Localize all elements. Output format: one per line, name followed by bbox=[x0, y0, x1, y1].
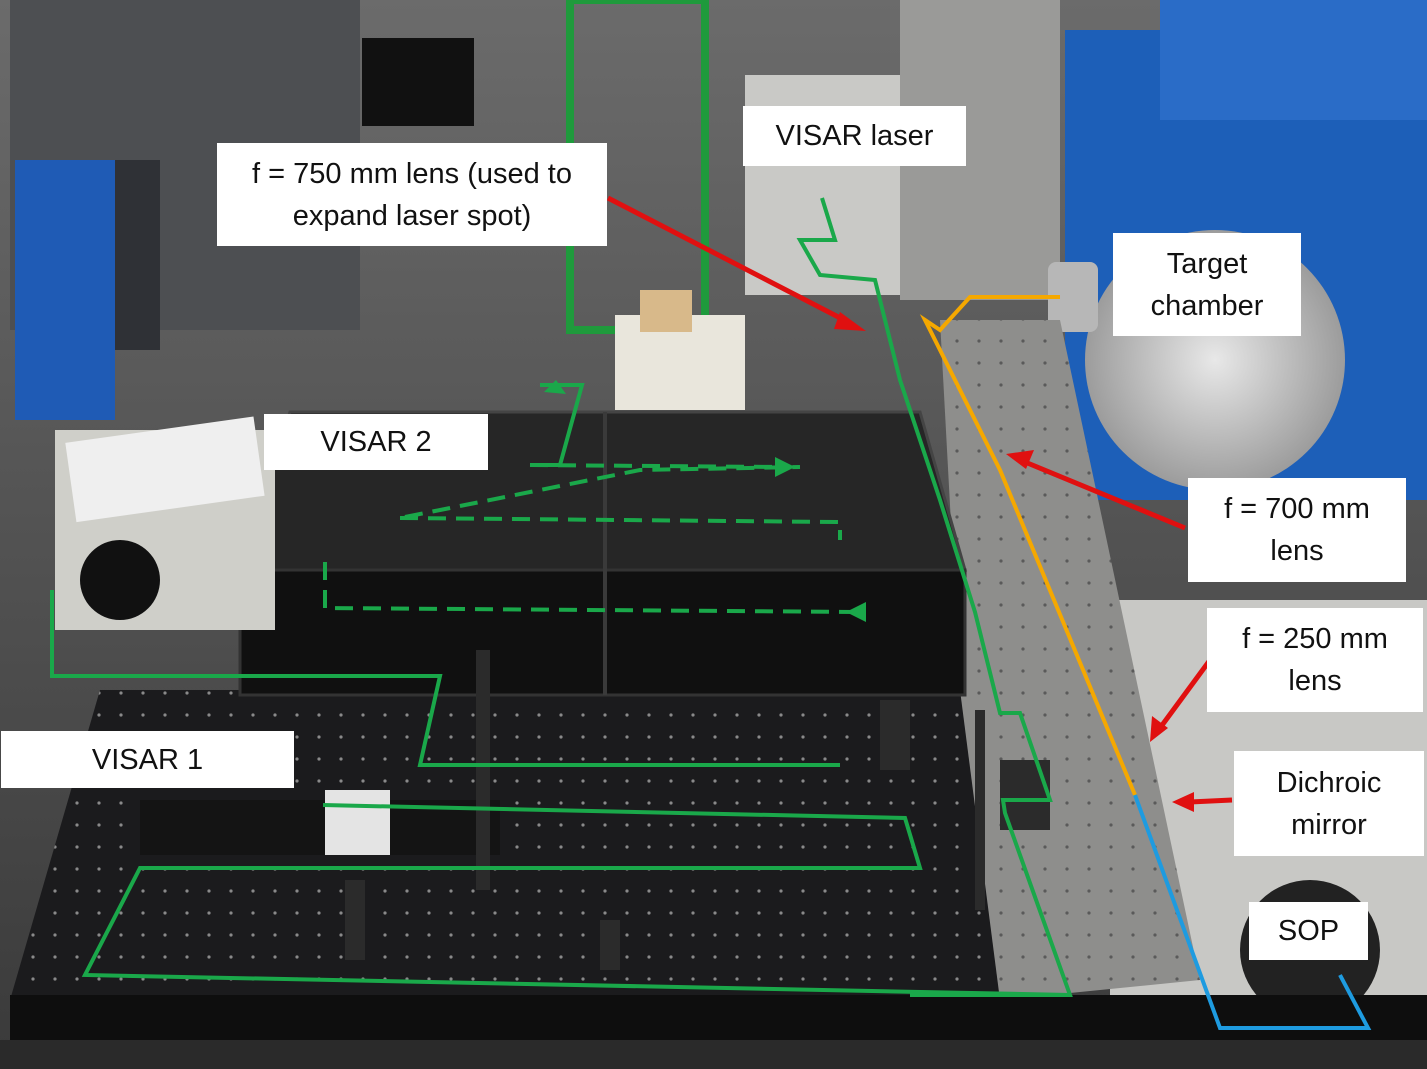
label-700mm-lens: f = 700 mm lens bbox=[1188, 478, 1406, 582]
label-750mm-lens: f = 750 mm lens (used to expand laser sp… bbox=[217, 143, 607, 246]
table-edge bbox=[10, 995, 1427, 1040]
label-dichroic-mirror: Dichroic mirror bbox=[1234, 751, 1424, 856]
green-arrows bbox=[544, 380, 866, 622]
label-sop: SOP bbox=[1249, 902, 1368, 960]
red-arrows bbox=[606, 195, 1233, 812]
label-visar-laser: VISAR laser bbox=[743, 106, 966, 166]
label-visar2: VISAR 2 bbox=[264, 414, 488, 470]
label-250mm-lens: f = 250 mm lens bbox=[1207, 608, 1423, 712]
green-beam-dashed bbox=[323, 463, 861, 614]
floor bbox=[0, 1040, 1427, 1069]
monitor bbox=[362, 38, 474, 126]
label-target-chamber: Target chamber bbox=[1113, 233, 1301, 336]
orange-beam-path bbox=[919, 295, 1137, 796]
paper-stack bbox=[65, 416, 265, 523]
blue-enclosure-left bbox=[15, 160, 115, 420]
green-beam-path bbox=[50, 197, 1073, 997]
chamber-flange bbox=[1048, 262, 1098, 332]
label-visar1: VISAR 1 bbox=[1, 731, 294, 788]
blue-beam-path bbox=[1133, 794, 1372, 1030]
